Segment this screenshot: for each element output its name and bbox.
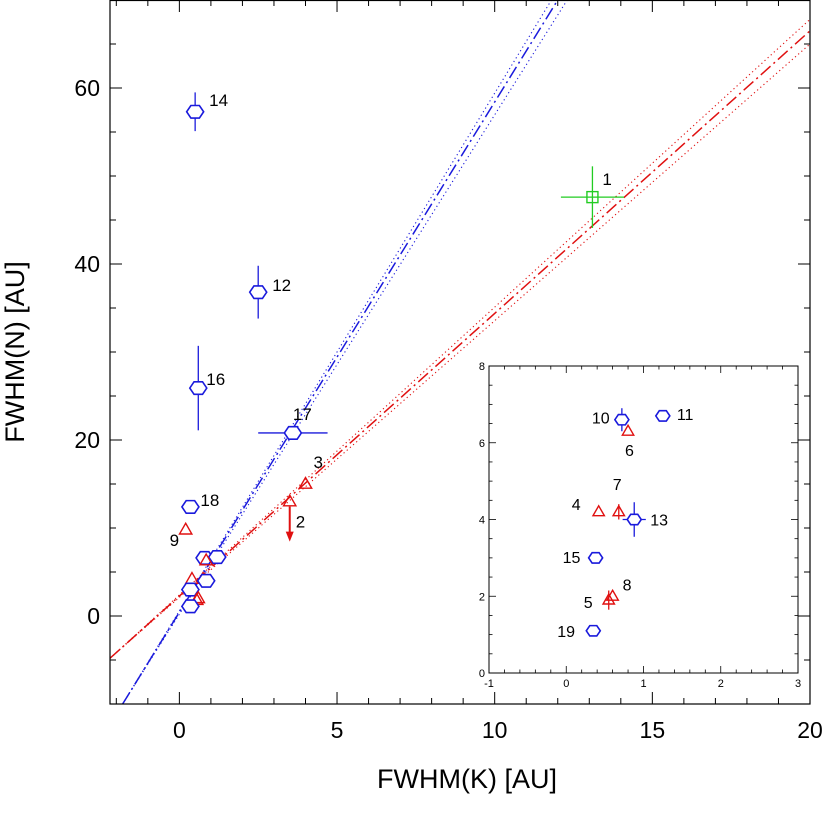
x-tick-label: 10 <box>482 717 508 743</box>
x-tick-label: 0 <box>173 717 186 743</box>
point-label-16: 16 <box>206 370 225 389</box>
point-label-3: 3 <box>313 453 322 472</box>
inset-point-label-4: 4 <box>572 497 581 514</box>
inset-point-label-15: 15 <box>563 550 581 567</box>
inset-data-points <box>585 408 671 637</box>
data-point-5 <box>601 592 616 605</box>
point-label-14: 14 <box>209 91 228 110</box>
data-point-13 <box>196 573 216 588</box>
data-point-7 <box>611 504 626 517</box>
data-point-17 <box>283 425 303 441</box>
y-tick-label: 0 <box>87 603 100 629</box>
data-point-11 <box>207 549 227 565</box>
data-point-12 <box>248 285 268 300</box>
data-point-2 <box>282 493 298 507</box>
data-point-6 <box>198 552 214 566</box>
y-tick-label: 20 <box>74 427 100 453</box>
data-point-18 <box>180 499 200 514</box>
data-point-11 <box>654 409 671 422</box>
upper-limit-arrow-head <box>285 531 294 542</box>
data-point-13 <box>626 513 643 526</box>
inset-y-tick-label: 2 <box>479 591 485 603</box>
x-axis-title: FWHM(K) [AU] <box>377 764 557 794</box>
inset-point-label-19: 19 <box>557 624 575 641</box>
x-tick-label: 15 <box>640 717 666 743</box>
data-point-19 <box>585 624 602 637</box>
data-point-3 <box>298 476 313 489</box>
point-label-17: 17 <box>293 405 312 424</box>
fit-bound-line <box>110 18 810 659</box>
data-point-14 <box>185 104 205 119</box>
inset-point-label-7: 7 <box>613 477 622 494</box>
inset-x-tick-label: 3 <box>795 678 801 690</box>
main-data-points <box>178 92 624 614</box>
point-label-18: 18 <box>200 491 219 510</box>
fit-line <box>110 30 810 659</box>
y-tick-label: 60 <box>74 75 100 101</box>
inset-x-tick-label: 1 <box>640 678 646 690</box>
data-point-10 <box>613 413 630 426</box>
data-point-15 <box>587 551 604 564</box>
inset-point-label-5: 5 <box>584 595 593 612</box>
point-label-9: 9 <box>170 531 179 550</box>
fit-bound-line <box>122 0 552 704</box>
data-point-1 <box>586 190 599 204</box>
inset-point-label-13: 13 <box>650 513 668 530</box>
point-label-12: 12 <box>272 276 291 295</box>
inset-point-label-11: 11 <box>677 407 694 424</box>
inset-y-tick-label: 0 <box>479 668 485 680</box>
data-point-16 <box>188 381 208 396</box>
inset-x-tick-label: 0 <box>563 678 569 690</box>
data-point-6 <box>621 423 635 436</box>
inset-point-label-8: 8 <box>623 577 632 594</box>
inset-y-tick-label: 4 <box>479 515 485 527</box>
y-axis-title: FWHM(N) [AU] <box>0 261 30 442</box>
point-label-2: 2 <box>296 513 305 532</box>
data-point-9 <box>178 521 194 535</box>
x-tick-label: 20 <box>797 717 823 743</box>
data-point-19 <box>180 599 200 614</box>
inset-y-tick-label: 8 <box>479 361 485 373</box>
point-label-1: 1 <box>602 170 611 189</box>
inset-x-tick-label: 2 <box>718 678 724 690</box>
x-tick-label: 5 <box>331 717 344 743</box>
inset-x-tick-label: -1 <box>484 678 494 690</box>
inset-point-label-10: 10 <box>592 411 610 428</box>
data-point-4 <box>591 504 606 517</box>
y-tick-label: 40 <box>74 251 100 277</box>
inset-y-tick-label: 6 <box>479 438 485 450</box>
inset-point-label-6: 6 <box>625 443 634 460</box>
